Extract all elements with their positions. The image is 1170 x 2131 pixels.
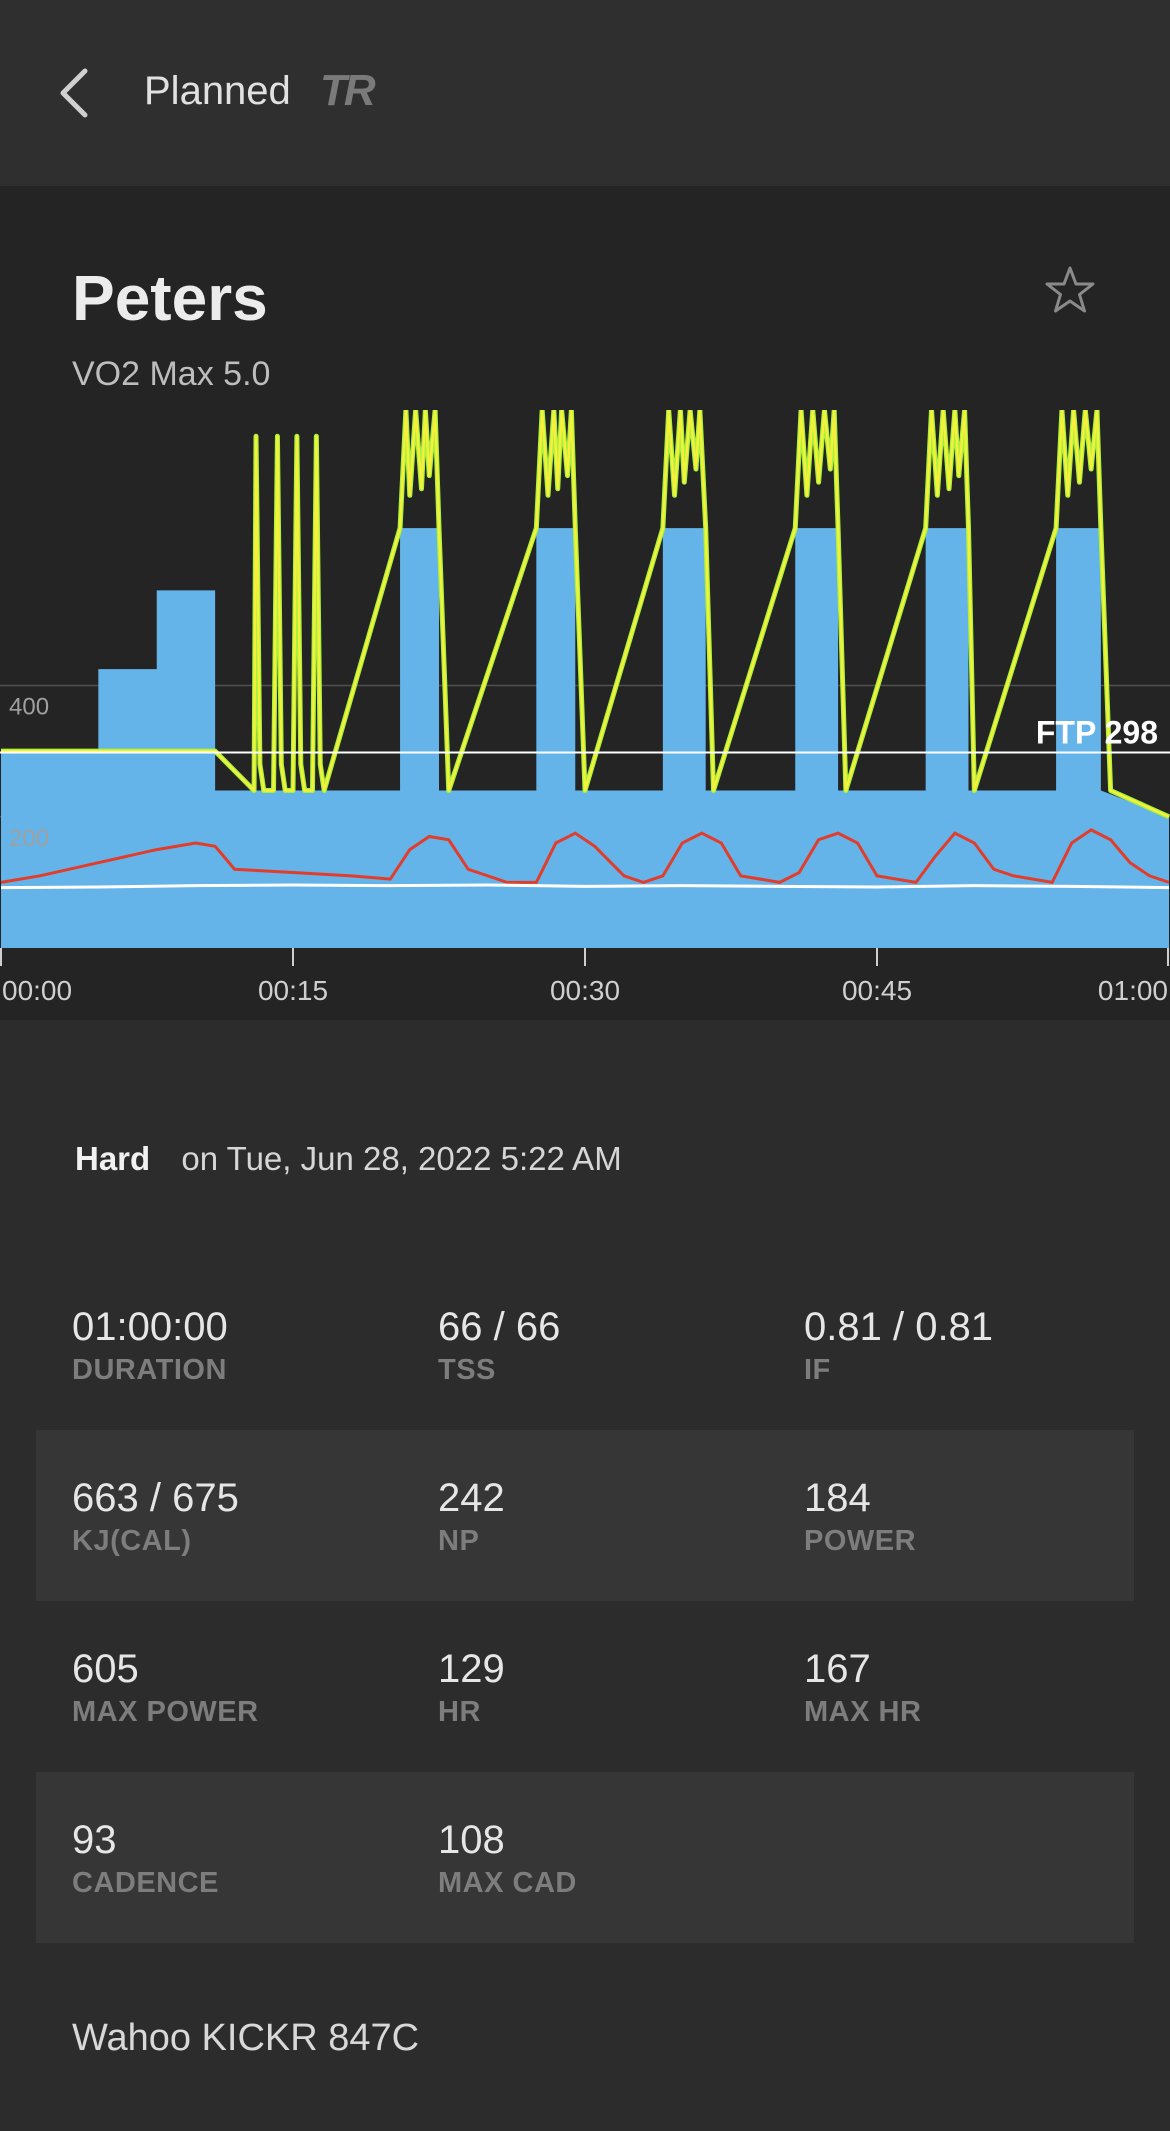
stats-row: 605 MAX POWER 129 HR 167 MAX HR xyxy=(36,1601,1134,1772)
stat-if: 0.81 / 0.81 IF xyxy=(804,1303,993,1387)
workout-subtitle: VO2 Max 5.0 xyxy=(72,355,271,393)
stat-value: 184 xyxy=(804,1476,871,1520)
stat-label: CADENCE xyxy=(72,1867,219,1899)
stat-value: 66 / 66 xyxy=(438,1305,561,1349)
stat-value: 01:00:00 xyxy=(72,1305,228,1349)
cadence-line xyxy=(0,883,1170,890)
workout-summary: Hard on Tue, Jun 28, 2022 5:22 AM xyxy=(75,1138,622,1180)
stat-hr: 129 HR xyxy=(438,1645,505,1729)
stat-label: POWER xyxy=(804,1525,917,1557)
workout-name: Peters xyxy=(72,262,268,334)
back-button[interactable] xyxy=(44,60,104,130)
stat-value: 663 / 675 xyxy=(72,1476,239,1520)
chevron-left-icon xyxy=(57,67,91,124)
stat-label: MAX CAD xyxy=(438,1867,577,1899)
x-tick-label: 00:30 xyxy=(550,975,620,1006)
favorite-button[interactable] xyxy=(1040,262,1100,322)
stat-kj: 663 / 675 KJ(CAL) xyxy=(72,1474,239,1558)
stat-label: NP xyxy=(438,1525,480,1557)
y-tick-label: 400 xyxy=(9,694,49,721)
star-outline-icon xyxy=(1044,264,1096,321)
stat-label: HR xyxy=(438,1696,481,1728)
x-tick-label: 01:00 xyxy=(1098,975,1168,1006)
stat-value: 0.81 / 0.81 xyxy=(804,1305,994,1349)
stat-value: 129 xyxy=(438,1647,505,1691)
x-tick-label: 00:00 xyxy=(2,975,72,1006)
header-title: Planned xyxy=(144,69,291,113)
stat-cadence: 93 CADENCE xyxy=(72,1816,219,1900)
stat-value: 93 xyxy=(72,1818,117,1862)
stat-label: TSS xyxy=(438,1354,496,1386)
target-power-area xyxy=(1,528,1169,948)
stat-label: KJ(CAL) xyxy=(72,1525,192,1557)
stat-label: MAX HR xyxy=(804,1696,922,1728)
stat-value: 167 xyxy=(804,1647,871,1691)
device-name: Wahoo KICKR 847C xyxy=(72,2017,420,2059)
heart-rate-line xyxy=(0,828,1170,885)
stats-row: 663 / 675 KJ(CAL) 242 NP 184 POWER xyxy=(36,1430,1134,1601)
power-line xyxy=(1,410,1170,818)
stats-grid: 01:00:00 DURATION 66 / 66 TSS 0.81 / 0.81 I… xyxy=(36,1259,1134,1943)
difficulty-label: Hard xyxy=(75,1140,151,1177)
stat-max-power: 605 MAX POWER xyxy=(72,1645,259,1729)
stat-value: 605 xyxy=(72,1647,139,1691)
x-tick-label: 00:15 xyxy=(258,975,328,1006)
top-bar: Planned TR xyxy=(0,0,1170,186)
workout-chart: FTP 298 200 400 00:00 00:15 00:30 00:45 01:00 xyxy=(0,410,1170,1020)
stat-label: MAX POWER xyxy=(72,1696,259,1728)
stat-tss: 66 / 66 TSS xyxy=(438,1303,560,1387)
stat-power: 184 POWER xyxy=(804,1474,916,1558)
stat-duration: 01:00:00 DURATION xyxy=(72,1303,228,1387)
stat-value: 242 xyxy=(438,1476,505,1520)
trainerroad-logo: TR xyxy=(320,66,376,115)
stat-value: 108 xyxy=(438,1818,505,1862)
stat-max-cad: 108 MAX CAD xyxy=(438,1816,577,1900)
stat-max-hr: 167 MAX HR xyxy=(804,1645,921,1729)
workout-date: on Tue, Jun 28, 2022 5:22 AM xyxy=(181,1140,622,1177)
stat-np: 242 NP xyxy=(438,1474,505,1558)
y-tick-label: 200 xyxy=(9,825,49,852)
stat-label: IF xyxy=(804,1354,831,1386)
stats-row: 93 CADENCE 108 MAX CAD xyxy=(36,1772,1134,1943)
stats-row: 01:00:00 DURATION 66 / 66 TSS 0.81 / 0.81 I… xyxy=(36,1259,1134,1430)
stat-label: DURATION xyxy=(72,1354,227,1386)
ftp-label: FTP 298 xyxy=(1036,714,1158,750)
x-tick-label: 00:45 xyxy=(842,975,912,1006)
